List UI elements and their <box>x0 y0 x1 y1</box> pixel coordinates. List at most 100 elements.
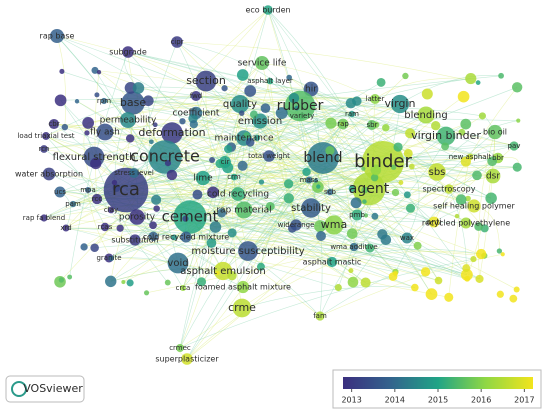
node <box>179 118 186 125</box>
edge <box>59 191 175 238</box>
node <box>348 110 356 118</box>
node <box>324 215 344 235</box>
edge <box>56 35 67 128</box>
edge <box>104 120 344 133</box>
node <box>207 186 219 199</box>
node <box>313 178 319 183</box>
edge <box>329 191 396 274</box>
node <box>82 117 95 129</box>
node <box>84 186 92 194</box>
edge <box>478 131 496 279</box>
node-label: ram <box>345 110 359 118</box>
node <box>390 164 397 170</box>
node <box>195 170 211 186</box>
edge <box>171 132 370 190</box>
edge <box>301 115 519 121</box>
node <box>108 255 114 262</box>
node <box>370 173 379 182</box>
edge <box>239 103 297 226</box>
node <box>411 283 419 292</box>
node <box>90 243 99 253</box>
node <box>444 292 454 302</box>
node-label: asphalt mastic <box>303 258 362 267</box>
logo[interactable]: VOSviewer <box>5 375 85 403</box>
edge <box>193 123 499 159</box>
node-label: pmb <box>349 211 365 219</box>
edge <box>125 189 415 288</box>
edge <box>93 156 233 234</box>
edge <box>179 157 499 349</box>
node <box>181 353 193 365</box>
node <box>91 193 103 205</box>
edge <box>53 123 316 181</box>
node <box>460 118 472 130</box>
node-label: virgin binder <box>411 129 481 142</box>
node <box>403 148 413 158</box>
edge <box>259 120 358 216</box>
edge <box>56 35 475 207</box>
node <box>61 123 69 131</box>
node <box>485 168 501 184</box>
edge <box>110 145 515 259</box>
node-label: total weight <box>248 152 290 160</box>
edge <box>171 123 377 134</box>
node-label: pam <box>65 200 81 208</box>
node <box>305 176 313 184</box>
edge <box>176 41 295 99</box>
edge <box>186 198 290 360</box>
node-label: superplasticizer <box>155 355 219 364</box>
node <box>244 85 257 97</box>
legend-tick-label: 2015 <box>428 396 448 405</box>
edge <box>247 250 366 283</box>
logo-text: VOSviewer <box>23 382 83 395</box>
edge <box>56 35 303 117</box>
node <box>236 280 250 294</box>
node <box>393 142 403 152</box>
edge <box>299 105 515 147</box>
node-label: blending <box>404 110 447 121</box>
node <box>392 270 398 277</box>
node-label: anti <box>426 218 441 227</box>
edge <box>65 137 245 229</box>
node <box>94 92 100 98</box>
edge <box>186 247 371 360</box>
node-label: mass <box>300 176 319 184</box>
node <box>42 167 56 181</box>
node <box>475 80 481 85</box>
node <box>316 231 326 241</box>
node <box>148 140 182 174</box>
node-label: granite <box>96 254 121 262</box>
node <box>478 112 487 120</box>
node <box>380 234 392 246</box>
node <box>472 170 482 181</box>
node <box>348 268 354 274</box>
node-label: asphalt emulsion <box>180 266 265 277</box>
node <box>474 222 483 231</box>
edge <box>136 216 333 263</box>
node-label: base <box>120 96 146 109</box>
edge <box>239 103 312 209</box>
node <box>288 224 297 233</box>
node-label: self healing polymer <box>433 202 515 211</box>
edge <box>155 124 435 223</box>
node-label: rca <box>112 179 140 200</box>
edge <box>179 163 221 349</box>
node <box>167 252 189 274</box>
edge <box>310 157 499 209</box>
node <box>496 248 503 254</box>
node <box>107 206 115 214</box>
edge <box>148 100 261 122</box>
edge <box>108 87 518 259</box>
node <box>428 216 440 228</box>
node <box>230 94 250 114</box>
node-label: substitution <box>111 236 158 245</box>
labels: eco burden rap base subgrade cipr service li… <box>15 6 520 364</box>
edge <box>43 166 394 219</box>
edge <box>176 41 479 83</box>
edge <box>224 161 462 200</box>
node <box>217 208 227 218</box>
node-label: crme <box>228 301 256 314</box>
edge <box>241 286 415 309</box>
edge <box>237 135 447 195</box>
node <box>512 162 522 172</box>
